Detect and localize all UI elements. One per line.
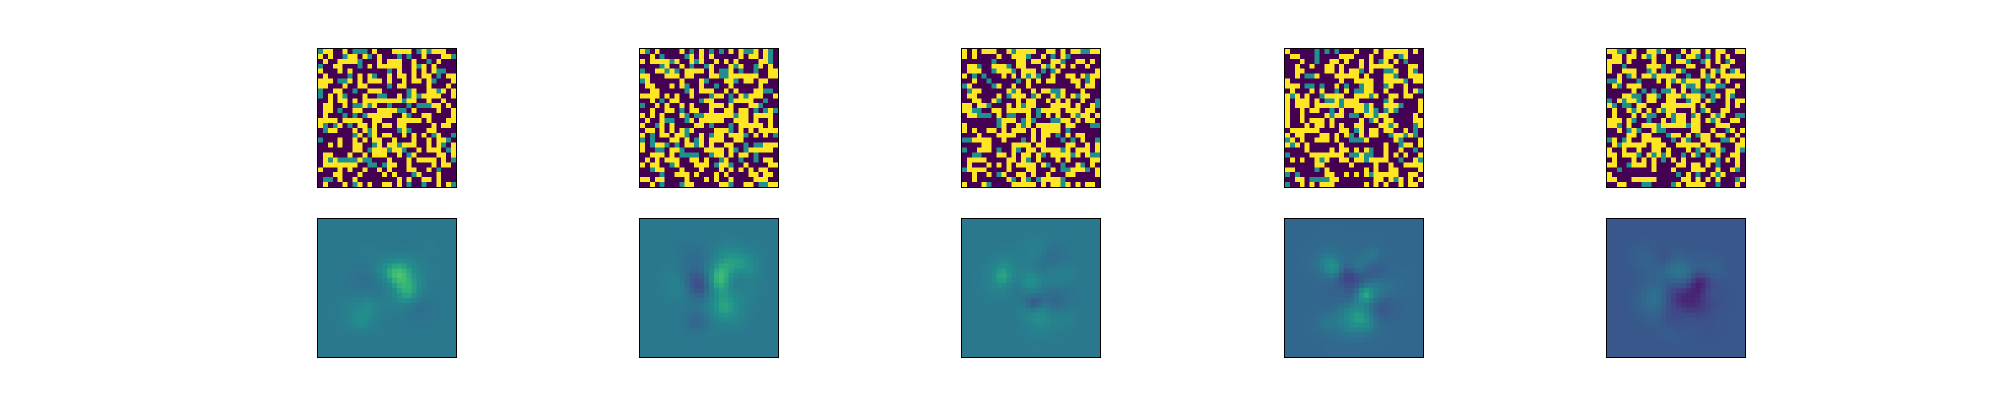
- reconstructed-image-5: [1606, 218, 1746, 358]
- noisy-image-1-canvas: [318, 49, 456, 187]
- noisy-image-5: [1606, 48, 1746, 188]
- noisy-image-3-canvas: [962, 49, 1100, 187]
- noisy-image-4-canvas: [1285, 49, 1423, 187]
- noisy-image-4: [1284, 48, 1424, 188]
- noisy-image-5-canvas: [1607, 49, 1745, 187]
- reconstructed-image-3-canvas: [962, 219, 1100, 357]
- noisy-image-3: [961, 48, 1101, 188]
- reconstructed-image-2: [639, 218, 779, 358]
- reconstructed-image-4: [1284, 218, 1424, 358]
- reconstructed-image-2-canvas: [640, 219, 778, 357]
- noisy-image-2-canvas: [640, 49, 778, 187]
- reconstructed-image-5-canvas: [1607, 219, 1745, 357]
- reconstructed-image-3: [961, 218, 1101, 358]
- noisy-image-2: [639, 48, 779, 188]
- reconstructed-image-1-canvas: [318, 219, 456, 357]
- noisy-image-1: [317, 48, 457, 188]
- reconstructed-image-1: [317, 218, 457, 358]
- reconstructed-image-4-canvas: [1285, 219, 1423, 357]
